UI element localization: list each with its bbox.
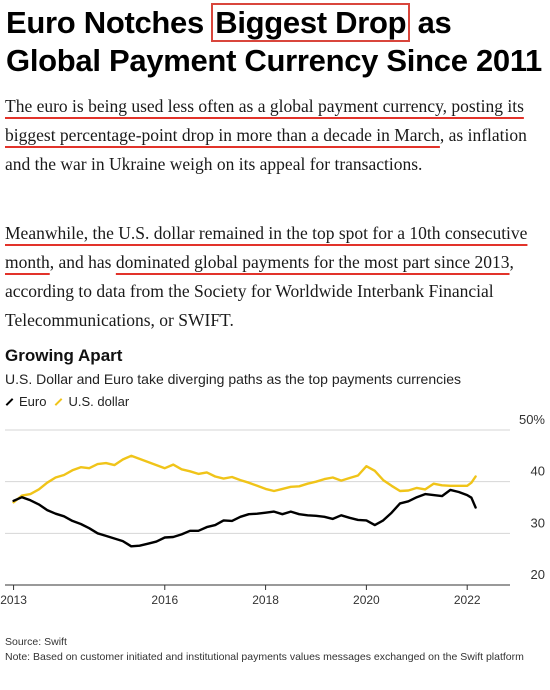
legend-label-dollar: U.S. dollar <box>68 394 130 409</box>
series-line-dollar <box>12 454 477 504</box>
paragraph-1-rest: , as inflation and the war in Ukraine we… <box>5 125 527 174</box>
paragraph-2-rest: , according to data from the Society for… <box>5 252 514 330</box>
headline-part2: as Global Payment Currency Since 2011 <box>6 5 542 78</box>
chart-grid <box>5 429 510 586</box>
legend-item-dollar: U.S. dollar <box>54 394 129 409</box>
y-tick-label: 50% <box>519 412 545 427</box>
paragraph-1: The euro is being used less often as a g… <box>5 92 545 179</box>
chart-title: Growing Apart <box>5 346 123 365</box>
x-tick-label: 2020 <box>353 593 380 607</box>
legend-swatch-dollar <box>55 397 63 406</box>
chart-source: Source: Swift <box>5 636 67 648</box>
paragraph-1-underlined: The euro is being used less often as a g… <box>5 96 524 145</box>
series-line-euro <box>12 488 477 548</box>
paragraph-2-underlined-2: dominated global payments for the most p… <box>115 252 510 272</box>
chart-series <box>12 454 477 548</box>
y-axis-ticks: 50% 40 30 20 <box>519 412 545 582</box>
paragraph-2: Meanwhile, the U.S. dollar remained in t… <box>5 219 545 335</box>
x-tick-label: 2022 <box>454 593 481 607</box>
line-chart: 50% 40 30 20 2013 2016 2018 2020 2022 <box>0 412 545 607</box>
chart-note: Note: Based on customer initiated and in… <box>5 651 524 663</box>
headline-highlight: Biggest Drop <box>211 3 411 42</box>
paragraph-2-middle: , and has <box>49 252 116 272</box>
y-tick-label: 20 <box>531 567 545 582</box>
chart-legend: Euro U.S. dollar <box>5 394 137 409</box>
x-tick-label: 2013 <box>0 593 27 607</box>
x-tick-label: 2018 <box>252 593 279 607</box>
chart-subtitle: U.S. Dollar and Euro take diverging path… <box>5 371 462 387</box>
headline-part1: Euro Notches <box>6 5 213 40</box>
paragraph-2-underlined-1: Meanwhile, the U.S. dollar remained in t… <box>5 223 528 272</box>
y-tick-label: 40 <box>531 464 545 479</box>
headline: Euro Notches Biggest Drop as Global Paym… <box>6 3 546 80</box>
y-tick-label: 30 <box>531 515 545 530</box>
x-axis-ticks: 2013 2016 2018 2020 2022 <box>0 584 510 607</box>
legend-swatch-euro <box>5 397 14 406</box>
legend-label-euro: Euro <box>19 394 47 409</box>
x-tick-label: 2016 <box>151 593 178 607</box>
legend-item-euro: Euro <box>5 394 46 409</box>
